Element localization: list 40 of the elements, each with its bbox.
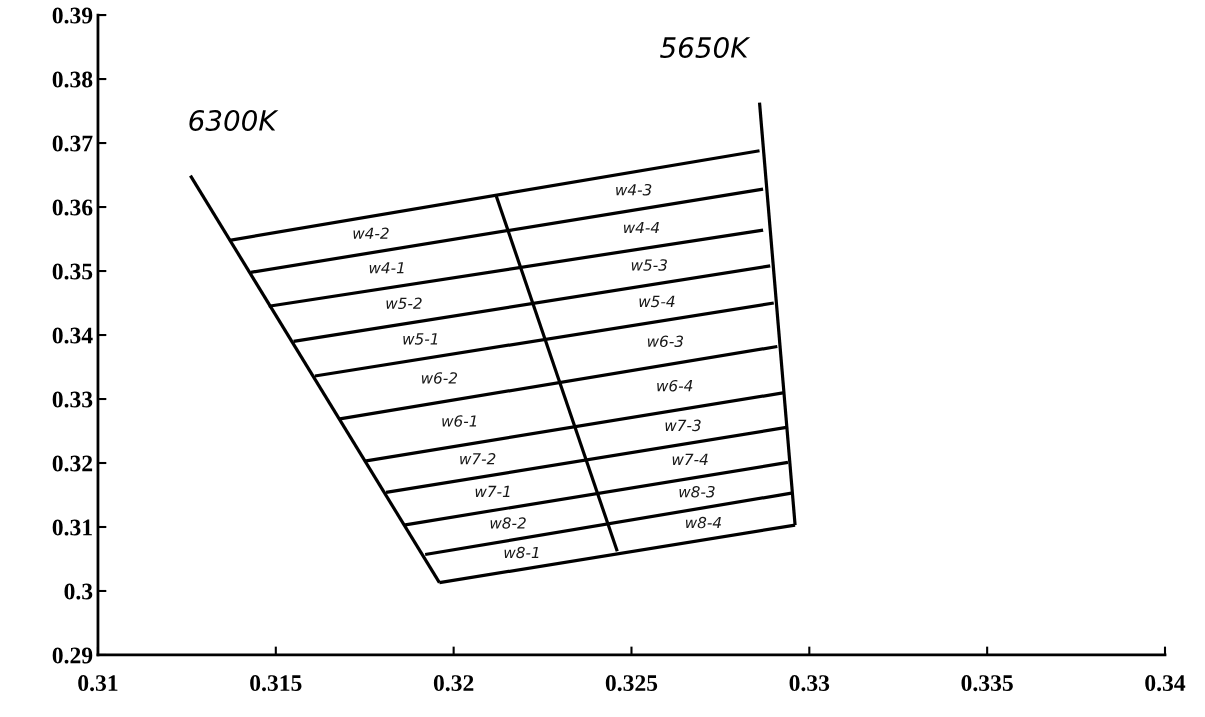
annotation: w4-4 [623, 221, 660, 234]
y-tick-label: 0.34 [52, 327, 93, 344]
x-tick-label: 0.335 [961, 675, 1013, 692]
annotation: w6-2 [421, 372, 458, 384]
y-tick-label: 0.3 [64, 583, 93, 600]
annotation: w5-4 [639, 295, 675, 308]
annotation: w6-3 [647, 335, 684, 348]
annotation: w4-1 [369, 262, 404, 274]
annotation: w4-2 [353, 227, 389, 239]
series-label: 6300K [189, 109, 279, 131]
series-label: 5650K [660, 37, 751, 59]
annotation: w7-1 [475, 485, 510, 497]
x-tick-label: 0.325 [605, 675, 658, 692]
y-tick-label: 0.33 [52, 391, 93, 408]
annotation: w8-3 [679, 485, 715, 498]
y-tick-label: 0.35 [52, 263, 93, 280]
x-tick-label: 0.315 [250, 675, 302, 692]
y-tick-label: 0.36 [52, 199, 93, 216]
y-tick-label: 0.37 [52, 135, 93, 152]
y-tick-label: 0.29 [52, 647, 93, 664]
annotation: w8-4 [685, 516, 721, 529]
annotation: w6-4 [657, 379, 693, 392]
x-tick-label: 0.31 [78, 675, 118, 692]
annotation: w8-2 [490, 517, 526, 529]
annotation: w5-1 [403, 333, 438, 345]
annotation: w7-4 [672, 453, 708, 465]
y-tick-label: 0.39 [52, 7, 93, 24]
annotation: w7-2 [460, 453, 496, 465]
x-tick-label: 0.32 [433, 675, 474, 692]
annotation: w4-3 [616, 183, 652, 196]
annotation: w7-3 [665, 419, 701, 432]
annotation: w8-1 [504, 546, 539, 559]
x-tick-label: 0.33 [789, 675, 830, 692]
y-tick-label: 0.31 [52, 519, 92, 536]
y-tick-label: 0.38 [52, 71, 93, 88]
y-tick-label: 0.32 [52, 455, 93, 472]
x-tick-label: 0.34 [1145, 675, 1186, 692]
annotation: w5-2 [386, 297, 422, 310]
annotation: w5-3 [631, 259, 667, 271]
annotation: w6-1 [442, 415, 477, 427]
